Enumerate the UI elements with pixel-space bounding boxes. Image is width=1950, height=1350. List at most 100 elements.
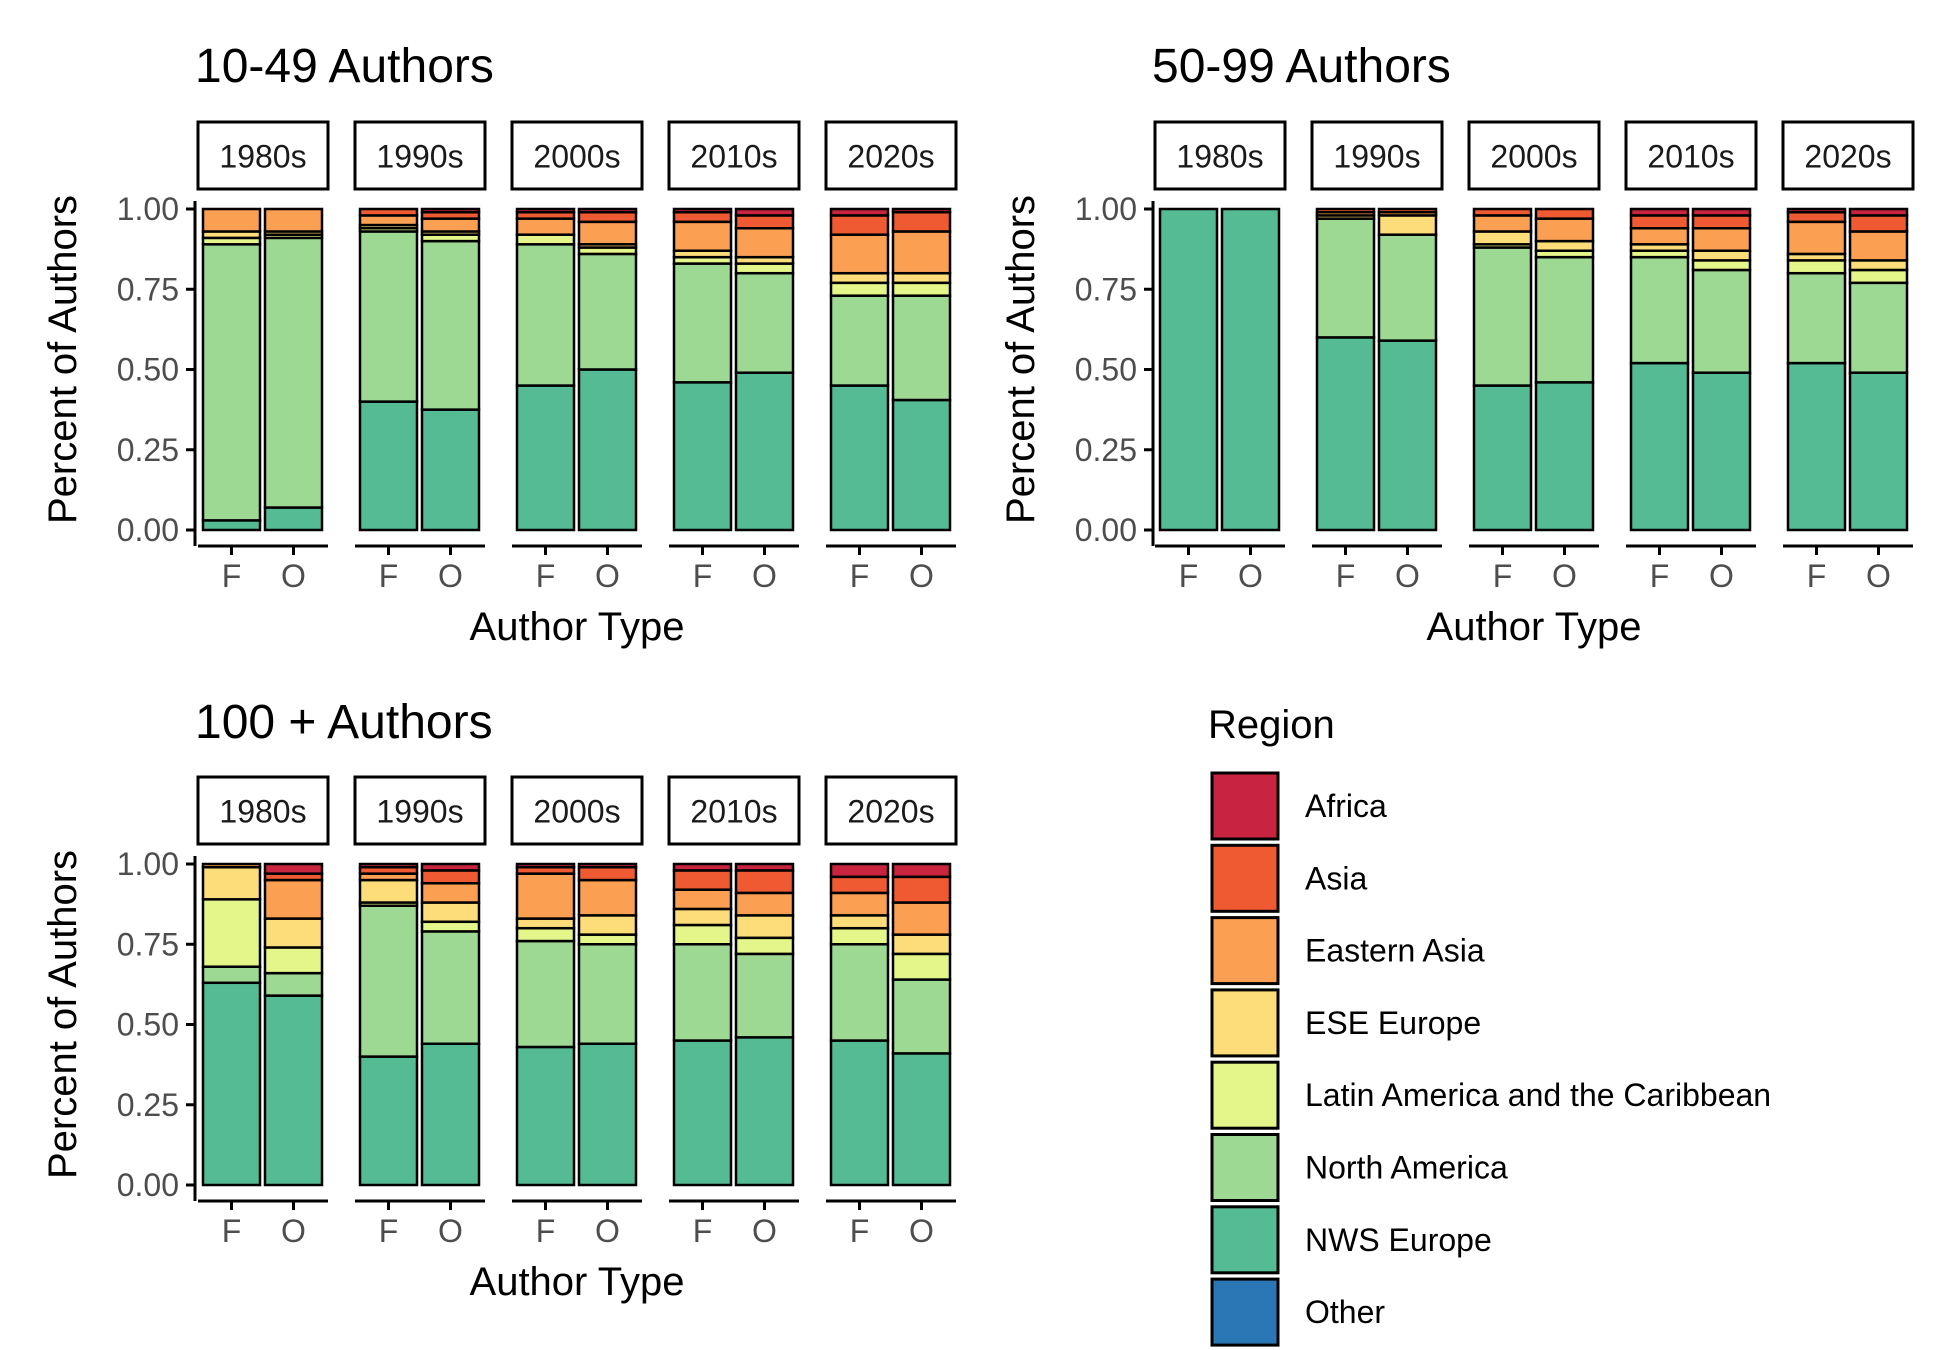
facet-strip (1624, 120, 1758, 191)
chart-panel: 50-99 Authors 0.00 0.25 0.50 0.75 1.00 Percent… (999, 40, 1915, 649)
bar-segment (829, 233, 890, 275)
bar-segment (829, 207, 890, 217)
bar-segment (891, 294, 952, 402)
bar-segment (891, 1052, 952, 1187)
stacked-bar (577, 862, 638, 1187)
stacked-bar (263, 862, 324, 1187)
bar-segment (734, 271, 795, 374)
y-tick-label: 0.50 (1075, 352, 1137, 388)
x-tick-label: F (536, 1213, 556, 1249)
x-tick-label: O (909, 558, 934, 594)
stacked-bar (420, 862, 481, 1187)
facet: 1980s F O (1153, 120, 1287, 594)
bar-segment (891, 875, 952, 904)
chart-panel: 100 + Authors 0.00 0.25 0.50 0.75 1.00 Percent… (41, 696, 958, 1304)
bar-segment (1315, 336, 1376, 532)
y-tick-label: 0.75 (1075, 271, 1137, 307)
bar-segment (420, 239, 481, 411)
stacked-bar (515, 862, 576, 1187)
bar-segment (1472, 230, 1533, 246)
bar-segment (358, 862, 419, 869)
bar-segment (734, 952, 795, 1039)
bar-segment (201, 207, 262, 233)
bar-segment (1848, 259, 1909, 272)
legend-item: Africa (1210, 771, 1387, 841)
facet-strip (1467, 120, 1601, 191)
stacked-bar (829, 207, 890, 532)
bar-segment (577, 220, 638, 246)
facet-strip (196, 120, 330, 191)
stacked-bar (515, 207, 576, 532)
panel-title: 50-99 Authors (1152, 40, 1451, 93)
legend-label: Africa (1305, 788, 1387, 824)
bar-segment (420, 408, 481, 532)
bar-segment (1472, 246, 1533, 387)
legend-item: ESE Europe (1210, 988, 1481, 1058)
x-tick-label: F (1807, 558, 1827, 594)
facet: 2000s F O (1467, 120, 1601, 594)
bar-segment (577, 865, 638, 882)
x-tick-label: O (595, 1213, 620, 1249)
stacked-bar (891, 207, 952, 532)
stacked-bar (201, 207, 262, 532)
stacked-bar (734, 207, 795, 532)
bar-segment (358, 230, 419, 403)
bar-segment (829, 891, 890, 917)
y-tick-label: 0.50 (117, 1007, 179, 1043)
x-tick-label: O (438, 1213, 463, 1249)
stacked-bar (1534, 207, 1595, 532)
bar-segment (201, 865, 262, 901)
bar-segment (829, 384, 890, 532)
bar-segment (1786, 210, 1847, 224)
bar-segment (577, 207, 638, 214)
bar-segment (1691, 249, 1752, 262)
x-tick-label: F (222, 558, 242, 594)
bar-segment (734, 914, 795, 940)
bar-segment (263, 917, 324, 949)
facet: 2010s F O (667, 775, 801, 1249)
facet-strip (1781, 120, 1915, 191)
facet-strip (510, 120, 644, 191)
legend-label: Other (1305, 1294, 1385, 1330)
bar-segment (672, 923, 733, 946)
x-tick-label: F (379, 1213, 399, 1249)
x-axis-title: Author Type (470, 1260, 685, 1304)
y-tick-label: 1.00 (117, 191, 179, 227)
facet-strip (667, 120, 801, 191)
bar-segment (734, 862, 795, 872)
bar-segment (1220, 207, 1281, 532)
bar-segment (1377, 214, 1438, 236)
bar-segment (577, 943, 638, 1046)
bar-segment (891, 230, 952, 275)
facet-strip-label: 1980s (219, 794, 306, 830)
x-tick-label: O (909, 1213, 934, 1249)
bar-segment (1691, 259, 1752, 272)
bar-segment (1786, 259, 1847, 275)
bar-segment (672, 907, 733, 927)
facet: 2020s F O (1781, 120, 1915, 594)
bar-segment (263, 506, 324, 532)
bar-segment (1534, 381, 1595, 532)
bar-segment (1629, 227, 1690, 246)
bar-segment (1786, 271, 1847, 365)
x-tick-label: O (1238, 558, 1263, 594)
panel-title: 100 + Authors (195, 696, 493, 749)
x-tick-label: O (1709, 558, 1734, 594)
bar-segment (1691, 371, 1752, 532)
bar-segment (201, 862, 262, 869)
facet-strip-label: 1980s (1176, 139, 1263, 175)
bar-segment (577, 252, 638, 371)
facet-strip-label: 1980s (219, 139, 306, 175)
bar-segment (577, 1042, 638, 1187)
legend-item: Eastern Asia (1210, 916, 1485, 986)
y-tick-label: 0.75 (117, 926, 179, 962)
bar-segment (829, 862, 890, 879)
facet: 2020s F O (824, 120, 958, 594)
x-axis-title: Author Type (470, 605, 685, 649)
x-tick-label: F (693, 558, 713, 594)
bar-segment (420, 217, 481, 233)
bar-segment (358, 400, 419, 532)
bar-segment (1472, 214, 1533, 233)
bar-segment (1629, 214, 1690, 230)
x-tick-label: O (438, 558, 463, 594)
